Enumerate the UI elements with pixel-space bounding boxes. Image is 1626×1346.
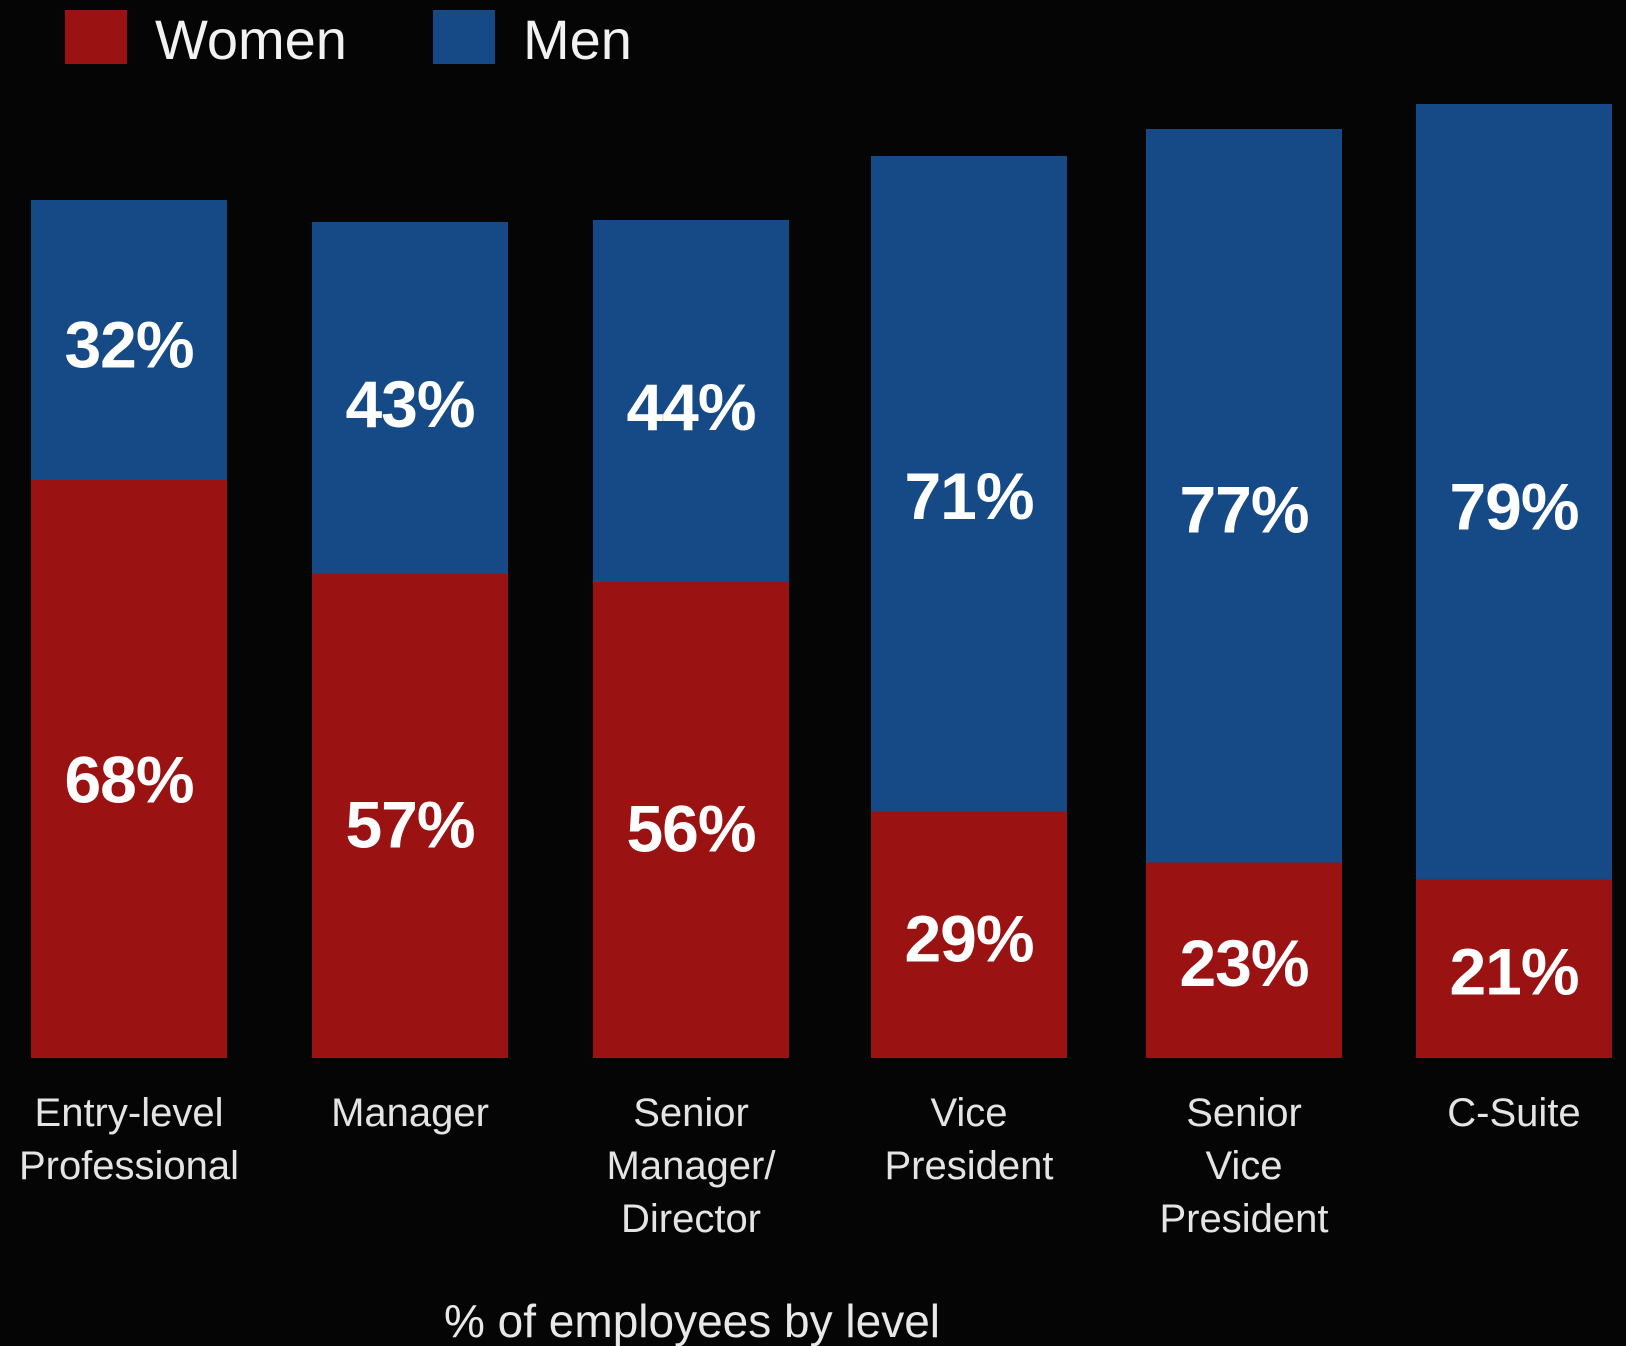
bar-group: 32% 68% xyxy=(31,200,227,1058)
bar-women xyxy=(31,480,227,1058)
bar-women xyxy=(312,573,508,1058)
category-label: Senior Manager/Director xyxy=(607,1091,777,1241)
bar-men xyxy=(1416,104,1612,880)
data-label-men: 79% xyxy=(1449,469,1578,543)
category-label: Manager xyxy=(331,1091,489,1135)
bar-men xyxy=(593,220,789,582)
bar-group: 71% 29% xyxy=(871,156,1067,1058)
bar-men xyxy=(31,200,227,480)
data-label-women: 57% xyxy=(345,787,474,861)
x-axis-label: % of employees by level xyxy=(444,1295,940,1346)
category-label: Vice President xyxy=(885,1091,1054,1188)
bar-group: 79% 21% xyxy=(1416,104,1612,1058)
category-label: C-Suite xyxy=(1447,1091,1580,1135)
bar-women xyxy=(593,582,789,1058)
data-label-men: 71% xyxy=(904,459,1033,533)
bar-women xyxy=(1416,879,1612,1058)
bar-men xyxy=(1146,129,1342,863)
bar-group: 77% 23% xyxy=(1146,129,1342,1058)
bar-women xyxy=(871,811,1067,1058)
data-label-men: 44% xyxy=(626,370,755,444)
data-label-women: 23% xyxy=(1179,926,1308,1000)
data-label-women: 56% xyxy=(626,792,755,866)
legend: Women Men xyxy=(65,8,632,71)
legend-swatch-men xyxy=(433,10,495,64)
bar-men xyxy=(312,222,508,574)
category-label: Senior Vice President xyxy=(1160,1091,1329,1241)
category-label: Entry-level Professional xyxy=(19,1091,239,1188)
data-label-men: 32% xyxy=(64,308,193,382)
data-label-women: 68% xyxy=(64,743,193,817)
bar-groups: 32% 68% 43% 57% 44% 56% 71% 29% 77% 23% 79% 21% xyxy=(31,104,1612,1058)
legend-swatch-women xyxy=(65,10,127,64)
bar-men xyxy=(871,156,1067,812)
bar-women xyxy=(1146,862,1342,1058)
data-label-women: 29% xyxy=(904,902,1033,976)
bar-group: 44% 56% xyxy=(593,220,789,1058)
data-label-men: 77% xyxy=(1179,472,1308,546)
category-labels: Entry-level Professional Manager Senior Mana… xyxy=(19,1091,1581,1241)
bar-group: 43% 57% xyxy=(312,222,508,1058)
data-label-men: 43% xyxy=(345,367,474,441)
data-label-women: 21% xyxy=(1449,934,1578,1008)
legend-label-women: Women xyxy=(155,8,347,71)
legend-label-men: Men xyxy=(523,8,632,71)
